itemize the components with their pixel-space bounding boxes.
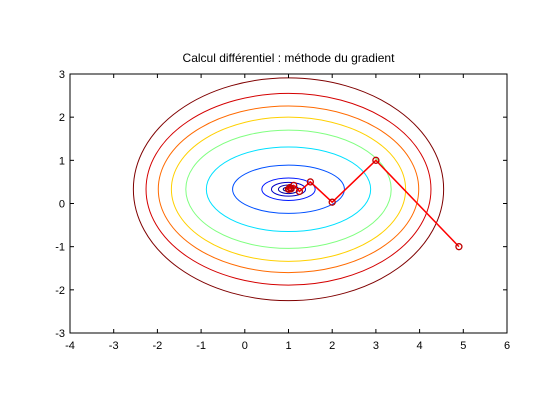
- chart-title: Calcul différentiel : méthode du gradien…: [183, 51, 396, 65]
- x-tick-label: -4: [65, 340, 75, 352]
- descent-point: [328, 198, 336, 206]
- y-tick-label: 2: [59, 112, 65, 124]
- y-tick-label: -3: [55, 328, 65, 340]
- y-tick-label: 1: [59, 155, 65, 167]
- x-tick-label: -2: [153, 340, 163, 352]
- contour-level-3: [270, 181, 307, 197]
- x-tick-label: 0: [242, 340, 248, 352]
- descent-point: [455, 243, 463, 251]
- x-tick-label: -3: [109, 340, 119, 352]
- x-tick-label: 3: [373, 340, 379, 352]
- descent-point: [306, 178, 315, 186]
- x-tick-label: 2: [329, 340, 335, 352]
- contour-level-5: [232, 164, 345, 214]
- y-tick-label: -1: [55, 242, 65, 254]
- descent-line: [288, 159, 460, 248]
- descent-path: [284, 156, 463, 251]
- contour-level-6: [205, 146, 372, 233]
- x-tick-label: 1: [285, 340, 291, 352]
- plot-frame: [69, 73, 508, 334]
- descent-point: [295, 187, 304, 196]
- contour-level-8: [170, 116, 407, 262]
- y-tick-label: 0: [59, 199, 65, 211]
- y-tick-label: -2: [55, 285, 65, 297]
- y-axis-ticks: -3 -2 -1 0 1 2 3: [55, 69, 507, 340]
- x-tick-label: 4: [417, 340, 423, 352]
- contour-level-4: [261, 177, 316, 201]
- contour-lines: [132, 77, 445, 302]
- contour-level-9: [157, 105, 420, 274]
- y-tick-label: 3: [59, 69, 65, 81]
- x-tick-label: -1: [196, 340, 206, 352]
- x-axis-ticks: -4 -3 -2 -1 0 1 2 3 4 5 6: [65, 74, 510, 352]
- descent-point: [284, 185, 293, 193]
- contour-level-10: [145, 92, 432, 286]
- contour-level-7: [185, 129, 392, 249]
- x-tick-label: 5: [460, 340, 466, 352]
- x-tick-label: 6: [504, 340, 510, 352]
- descent-point: [372, 156, 380, 164]
